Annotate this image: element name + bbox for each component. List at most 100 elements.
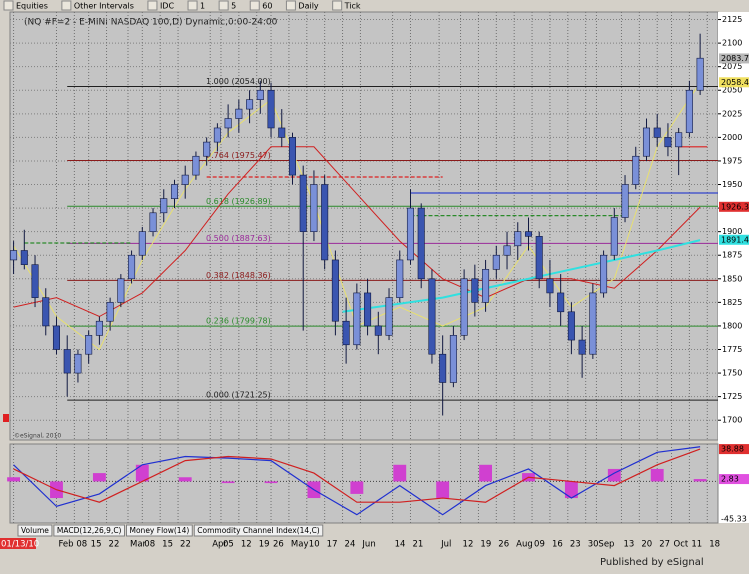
candle-body <box>353 292 361 346</box>
x-tick-label: 12 <box>241 540 252 550</box>
candle-body <box>299 174 307 232</box>
candle-body <box>385 297 393 336</box>
price-axis <box>718 12 749 523</box>
x-tick-label: 18 <box>709 540 720 550</box>
value-tag-label: 2.83 <box>721 475 739 484</box>
candle-body <box>10 250 18 261</box>
tab[interactable] <box>53 524 125 537</box>
x-tick-label: 10 <box>309 540 320 550</box>
toolbar-button[interactable]: 5 <box>231 2 236 11</box>
fib-label: 0.382 (1848.36) <box>206 271 271 280</box>
x-tick-label: Apr <box>212 540 227 550</box>
toolbar-icon[interactable] <box>147 0 158 11</box>
fib-label: 0.500 (1887.63) <box>206 234 271 243</box>
candle-body <box>364 292 372 327</box>
tabs: Volume MACD(12,26,9,C) Money Flow(14) Commo… <box>17 524 324 537</box>
tab-label[interactable]: Money Flow(14) <box>130 526 190 535</box>
x-tick-label: Jun <box>361 540 375 550</box>
histogram-bar <box>650 468 664 482</box>
candle-body <box>428 278 436 355</box>
candle-body <box>632 155 640 185</box>
x-tick-label: 19 <box>259 540 270 550</box>
x-tick-label: 22 <box>109 540 120 550</box>
candle-body <box>278 127 286 138</box>
candle-body <box>503 245 511 256</box>
x-tick-label: 17 <box>327 540 338 550</box>
candle-body <box>181 174 189 185</box>
candle-body <box>52 325 61 350</box>
tab-label[interactable]: Volume <box>21 526 49 535</box>
price-tag-label: 2058.46 <box>721 78 749 87</box>
x-tick-label: 14 <box>395 540 406 550</box>
tab-label[interactable]: Commodity Channel Index(14,C) <box>197 526 320 535</box>
histogram-bar <box>221 481 235 484</box>
fib-label: 0.236 (1799.78) <box>206 317 271 326</box>
histogram-bar <box>92 473 106 482</box>
histogram-bar <box>135 464 149 482</box>
histogram-bar <box>436 481 450 499</box>
x-tick-label: 09 <box>534 540 545 550</box>
toolbar-button[interactable]: 60 <box>262 2 272 11</box>
y-tick-label: 2000 <box>722 133 742 142</box>
copyright: ©eSignal, 2010 <box>14 433 61 440</box>
x-tick-label: 26 <box>498 540 509 550</box>
macd-panel <box>9 443 719 524</box>
toolbar-button[interactable]: Tick <box>344 2 361 11</box>
x-tick-label: 16 <box>552 540 563 550</box>
toolbar-icon[interactable] <box>187 0 198 11</box>
toolbar-icon[interactable] <box>61 0 72 11</box>
price-tag <box>719 77 749 88</box>
toolbar-icon[interactable] <box>3 0 14 11</box>
x-tick-label: 15 <box>162 540 173 550</box>
tab[interactable] <box>17 524 53 537</box>
toolbar-button[interactable]: Equities <box>16 2 48 11</box>
candle-body <box>524 231 533 237</box>
toolbar-icon[interactable] <box>332 0 343 11</box>
candle-body <box>331 259 339 322</box>
candle-body <box>653 127 661 138</box>
histogram-bar <box>264 481 278 484</box>
value-tag <box>719 444 749 455</box>
toolbar-button[interactable]: Other Intervals <box>74 2 134 11</box>
tab-label[interactable]: MACD(12,26,9,C) <box>57 526 122 535</box>
toolbar-button[interactable]: 1 <box>200 2 205 11</box>
y-tick-label: 2025 <box>722 109 742 118</box>
toolbar-icon[interactable] <box>249 0 260 11</box>
candle-body <box>396 259 404 298</box>
y-tick-label: 1800 <box>722 321 742 330</box>
y-tick-label: 1850 <box>722 274 742 283</box>
candle-body <box>160 198 168 214</box>
y-tick-label: 1725 <box>722 392 742 401</box>
toolbar-icon[interactable] <box>285 0 296 11</box>
toolbar-button[interactable]: Daily <box>298 2 319 11</box>
tab[interactable] <box>193 524 324 537</box>
candle-body <box>106 302 114 322</box>
toolbar-button[interactable]: IDC <box>160 2 175 11</box>
candle-body <box>138 231 146 256</box>
y-tick-label: 1900 <box>722 227 742 236</box>
macd-line <box>13 446 701 516</box>
toolbar-icon[interactable] <box>218 0 229 11</box>
candle-body <box>310 184 318 232</box>
histogram-bar <box>564 481 578 499</box>
price-panel <box>9 11 719 441</box>
candle-body <box>74 353 82 374</box>
fib-label: 1.000 (2054.00) <box>206 77 271 86</box>
y-tick-label: 1825 <box>722 298 742 307</box>
x-tick-label: Mar <box>130 540 147 550</box>
candle-body <box>664 137 672 148</box>
x-tick-label: 12 <box>463 540 474 550</box>
y-tick-label: 2100 <box>722 39 742 48</box>
x-tick-label: 22 <box>180 540 191 550</box>
candle-body <box>449 335 457 383</box>
candle-body <box>213 127 221 143</box>
tab[interactable] <box>126 524 193 537</box>
candle-body <box>567 311 575 341</box>
y-tick-label: 1775 <box>722 345 742 354</box>
candle-body <box>256 89 264 100</box>
histogram-bar <box>7 477 21 482</box>
x-tick-label: 23 <box>570 540 581 550</box>
x-tick-label: 01/13/10 <box>1 540 39 550</box>
x-tick-label: 11 <box>691 540 702 550</box>
y-tick-label: 1700 <box>722 416 742 425</box>
